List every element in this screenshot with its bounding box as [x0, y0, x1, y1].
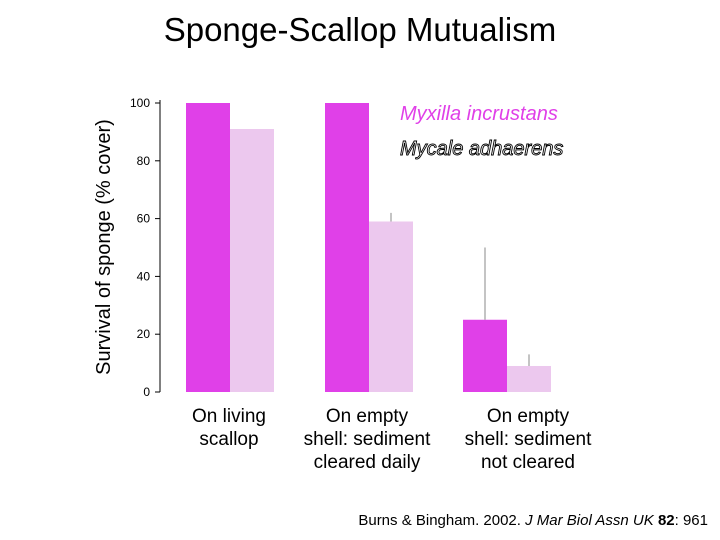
y-tick-label: 100: [130, 96, 150, 110]
citation-pages: : 961: [674, 512, 708, 529]
x-category-line: On empty: [326, 406, 409, 427]
bar-myxilla-0: [186, 103, 230, 392]
citation: Burns & Bingham. 2002. J Mar Biol Assn U…: [358, 512, 708, 529]
legend-entry-mycale: Mycale adhaerens: [400, 138, 563, 160]
y-tick-label: 20: [137, 327, 151, 341]
y-tick-label: 0: [143, 385, 150, 399]
y-axis-label: Survival of sponge (% cover): [93, 119, 115, 375]
x-category-label-0: On living scallop: [192, 406, 266, 450]
legend-entry-myxilla: Myxilla incrustans: [400, 103, 558, 125]
bar-mycale-0: [230, 129, 274, 392]
x-category-line: cleared daily: [314, 452, 421, 473]
x-category-line: scallop: [199, 429, 258, 450]
y-tick-label: 60: [137, 212, 151, 226]
x-category-label-2: On empty shell: sediment not cleared: [465, 406, 592, 473]
y-tick-label: 40: [137, 269, 151, 283]
bar-mycale-2: [507, 365, 551, 392]
citation-journal: J Mar Biol Assn UK: [525, 512, 654, 529]
legend: Myxilla incrustans Mycale adhaerens: [400, 103, 564, 160]
bar-myxilla-2: [463, 319, 507, 392]
x-category-line: On empty: [487, 406, 570, 427]
x-category-line: On living: [192, 406, 266, 427]
bar-mycale-1: [369, 221, 413, 392]
slide-title: Sponge-Scallop Mutualism: [163, 11, 557, 48]
x-category-line: shell: sediment: [304, 429, 431, 450]
x-category-line: not cleared: [481, 452, 575, 473]
y-tick-label: 80: [137, 154, 151, 168]
x-category-label-1: On empty shell: sediment cleared daily: [304, 406, 431, 473]
citation-volume: 82: [657, 512, 675, 529]
bars-group: [186, 103, 551, 392]
bar-myxilla-1: [325, 103, 369, 392]
x-category-line: shell: sediment: [465, 429, 592, 450]
citation-authors: Burns & Bingham. 2002.: [358, 512, 526, 529]
y-axis-ticks: 0 20 40 60 80 100: [130, 96, 160, 399]
